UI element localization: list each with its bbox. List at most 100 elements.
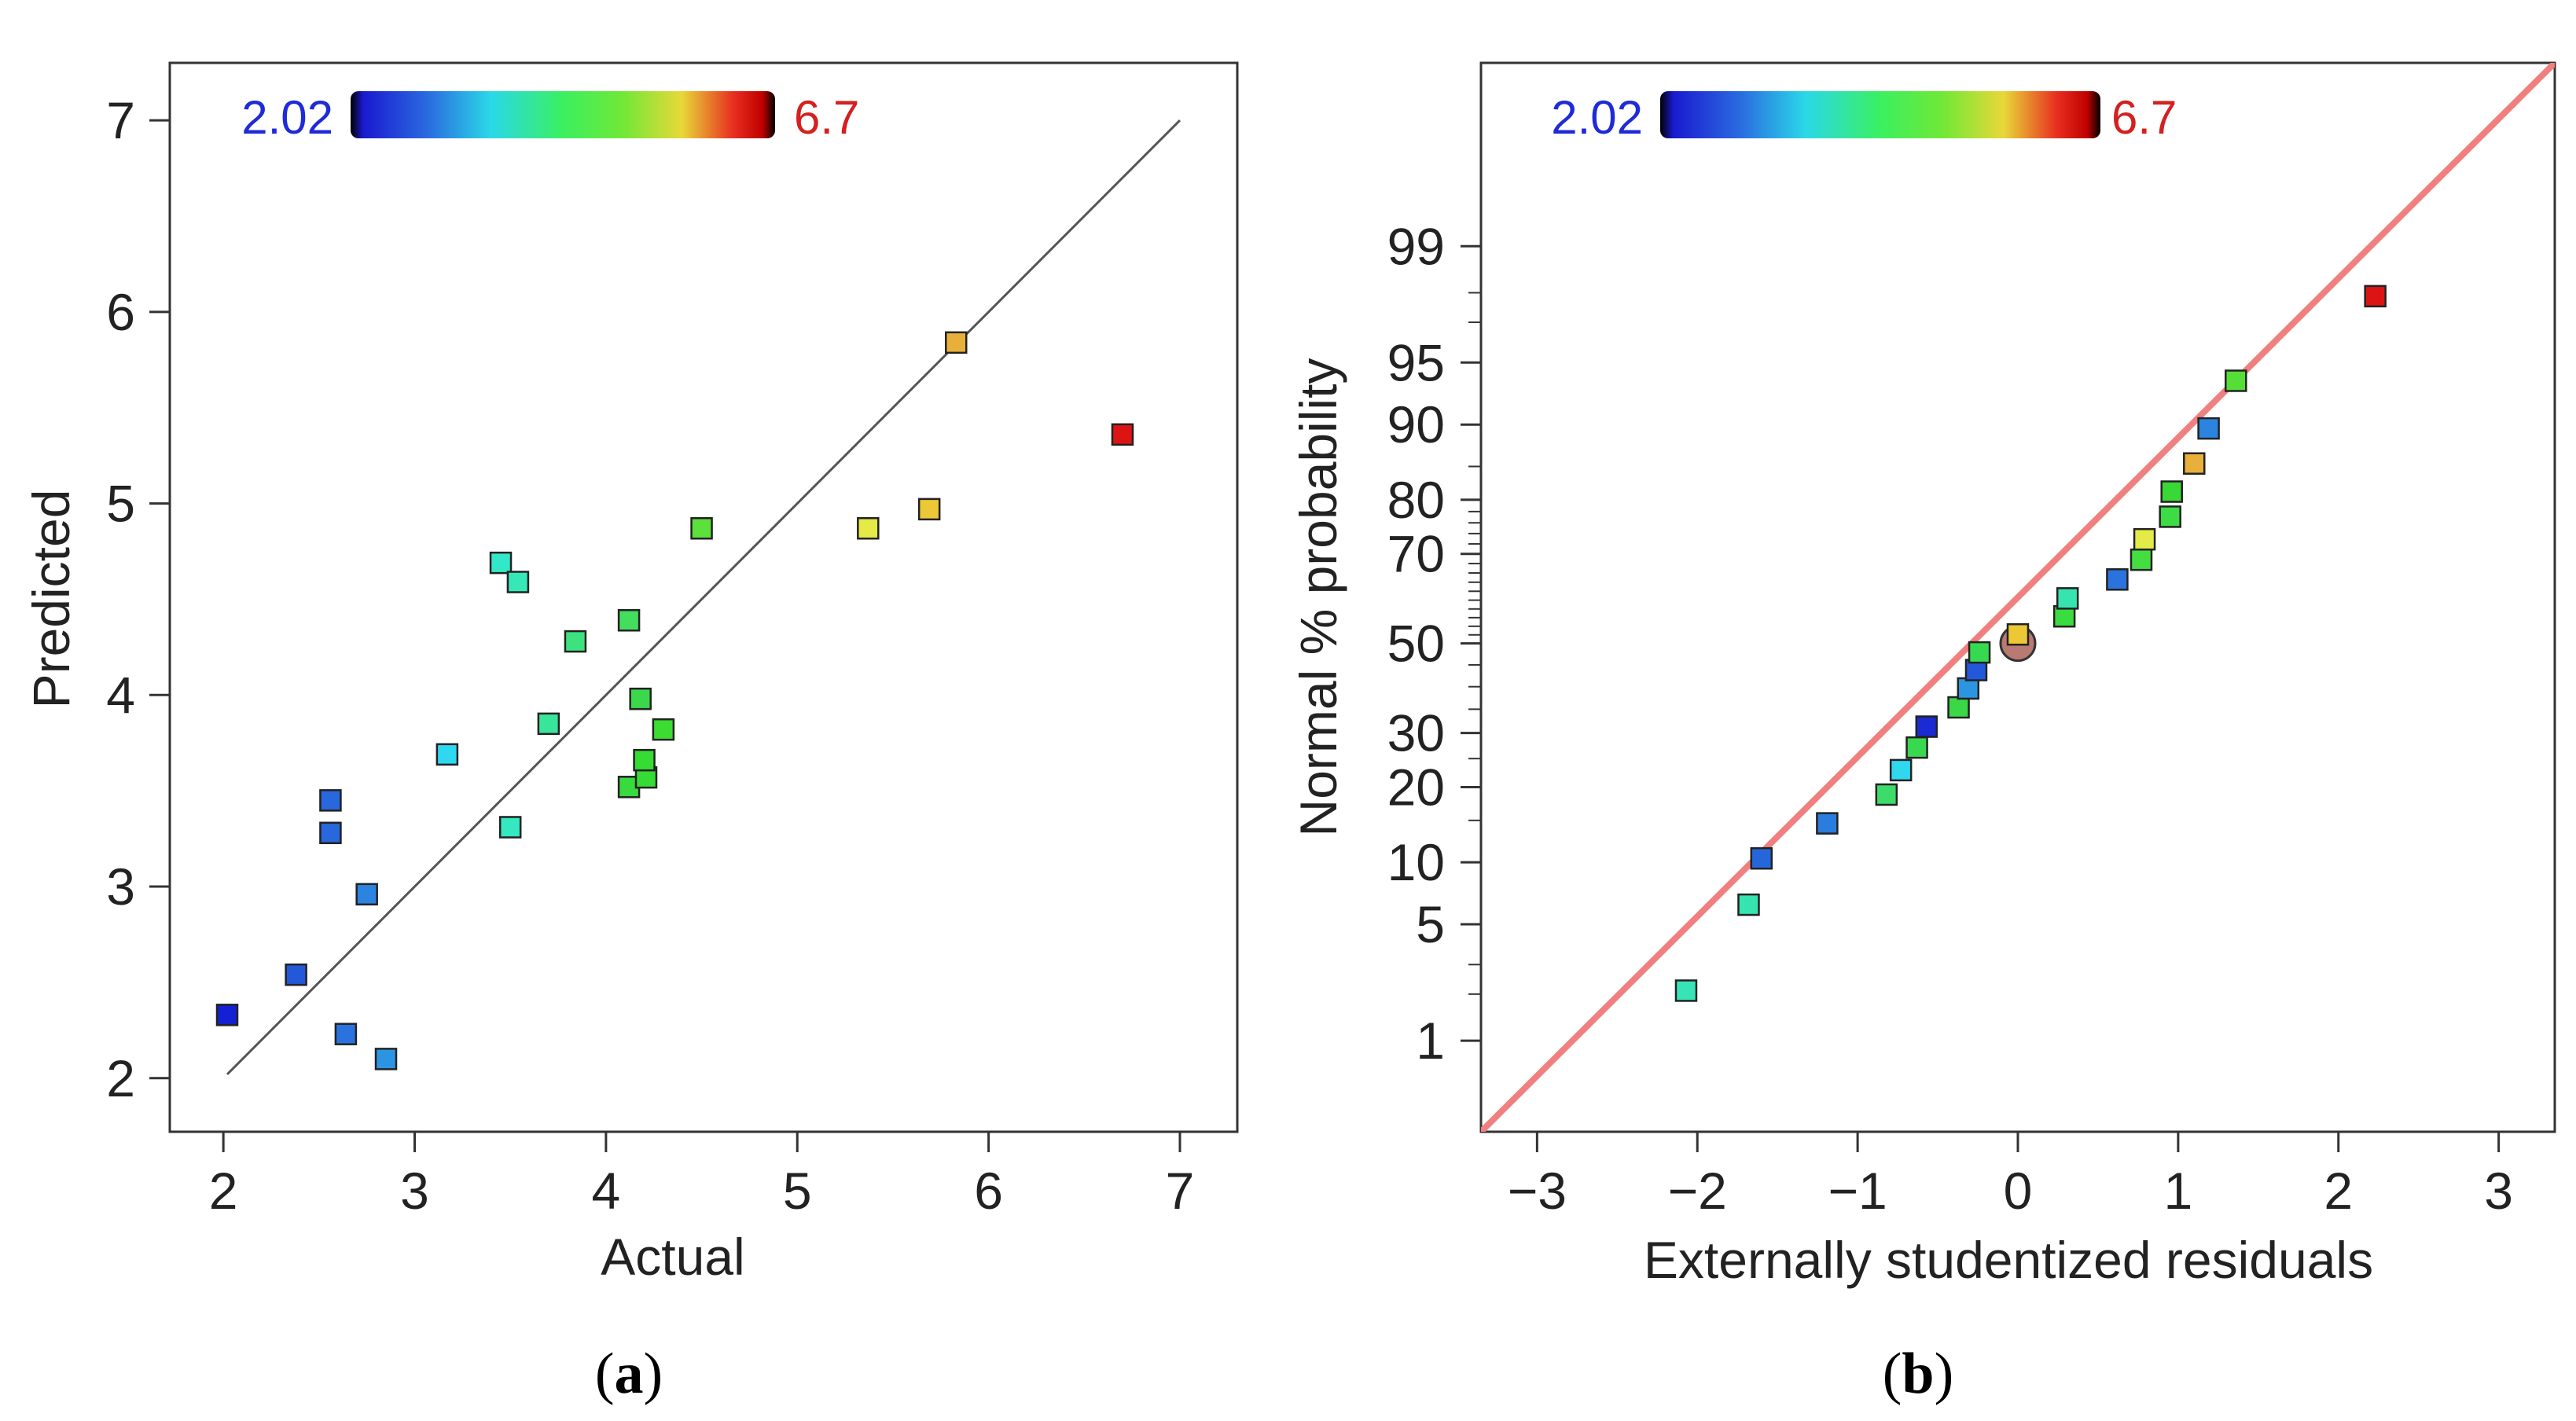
y-ticks-a: 2 3 4 5 6 7 [106, 91, 170, 1107]
data-point-b [2106, 568, 2129, 591]
y-axis-title-b: Normal % probability [1289, 358, 1347, 837]
reference-line-b [1481, 63, 2555, 1132]
x-ticks-b: −3 −2 −1 0 1 2 3 [1508, 1132, 2513, 1220]
y-tick-label-a: 4 [106, 666, 135, 724]
data-point-b [2225, 369, 2247, 392]
data-point-a [489, 551, 513, 575]
x-tick-label-a: 3 [400, 1162, 429, 1220]
data-point-a [690, 517, 713, 540]
data-point-b [1875, 783, 1898, 806]
y-tick-label-a: 6 [106, 283, 135, 341]
data-point-a [629, 687, 652, 710]
data-point-a [1111, 423, 1134, 446]
data-point-b [1905, 736, 1928, 759]
y-tick-label-a: 7 [106, 91, 135, 149]
data-points-a [215, 331, 1134, 1070]
x-tick-label-a: 6 [974, 1162, 1003, 1220]
data-point-b [2197, 417, 2220, 440]
y-tick-label-b: 70 [1387, 525, 1445, 583]
data-point-a [334, 1023, 358, 1045]
y-tick-label-b: 80 [1387, 471, 1445, 529]
y-axis-title-a: Predicted [22, 490, 80, 709]
colorbar-max-label-b: 6.7 [2111, 91, 2177, 144]
data-point-a [498, 816, 522, 839]
y-tick-label-a: 2 [106, 1049, 135, 1107]
x-axis-title-a: Actual [601, 1228, 744, 1286]
panel-label-b: (b) [1883, 1342, 1953, 1406]
data-point-a [506, 571, 530, 593]
data-point-a [285, 963, 307, 986]
reference-line-a [226, 119, 1181, 1075]
data-point-a [944, 331, 968, 354]
colorbar-a: 2.02 6.7 [241, 91, 859, 144]
x-tick-label-b: −2 [1668, 1162, 1727, 1220]
data-point-b [2160, 480, 2183, 503]
colorbar-min-label-b: 2.02 [1551, 91, 1643, 144]
data-point-a [564, 630, 587, 653]
data-point-b [1915, 715, 1938, 738]
data-point-a [355, 883, 378, 906]
data-point-b [1737, 893, 1760, 916]
colorbar-min-label-a: 2.02 [241, 91, 333, 144]
x-tick-label-b: 3 [2484, 1162, 2513, 1220]
data-point-b [2130, 548, 2153, 571]
data-point-a [215, 1004, 239, 1026]
data-point-a [537, 712, 560, 736]
panel-label-a: (a) [595, 1342, 663, 1406]
y-tick-label-b: 1 [1416, 1012, 1445, 1070]
data-point-b [1947, 696, 1970, 719]
y-tick-label-b: 95 [1387, 333, 1445, 391]
y-tick-label-a: 5 [106, 475, 135, 533]
x-tick-label-b: 2 [2324, 1162, 2353, 1220]
colorbar-gradient-a [351, 91, 775, 138]
data-point-b [2133, 527, 2156, 551]
data-points-b [1674, 285, 2387, 1002]
x-tick-label-b: −3 [1508, 1162, 1567, 1220]
x-tick-label-a: 7 [1166, 1162, 1195, 1220]
x-ticks-a: 2 3 4 5 6 7 [209, 1132, 1195, 1220]
data-point-b [2056, 587, 2079, 610]
data-point-b [1750, 846, 1773, 870]
x-tick-label-a: 4 [592, 1162, 621, 1220]
y-tick-label-b: 99 [1387, 217, 1445, 275]
data-point-b [1957, 677, 1980, 700]
y-tick-label-b: 50 [1387, 615, 1445, 673]
y-tick-label-b: 5 [1416, 895, 1445, 953]
colorbar-b: 2.02 6.7 [1551, 91, 2177, 144]
data-point-a [652, 718, 675, 741]
data-point-a [617, 608, 641, 632]
data-point-b [2006, 622, 2030, 646]
y-tick-label-b: 90 [1387, 395, 1445, 453]
colorbar-max-label-a: 6.7 [794, 91, 859, 144]
data-point-b [1889, 758, 1913, 782]
x-tick-label-a: 5 [783, 1162, 812, 1220]
data-point-b [2183, 452, 2206, 475]
data-point-b [2159, 505, 2181, 528]
x-tick-label-b: 1 [2164, 1162, 2193, 1220]
data-point-a [374, 1048, 398, 1070]
x-axis-title-b: Externally studentized residuals [1644, 1231, 2373, 1289]
x-tick-label-a: 2 [209, 1162, 238, 1220]
data-point-a [633, 748, 656, 772]
data-point-b [1968, 641, 1991, 664]
y-tick-label-b: 10 [1387, 833, 1445, 891]
data-point-b [2364, 285, 2387, 308]
data-point-a [319, 789, 342, 812]
x-tick-label-b: 0 [2004, 1162, 2033, 1220]
data-point-a [435, 743, 459, 766]
y-tick-label-b: 20 [1387, 758, 1445, 817]
y-tick-label-a: 3 [106, 857, 135, 916]
data-point-a [857, 517, 880, 540]
y-minor-ticks-b [1468, 292, 1481, 995]
colorbar-gradient-b [1660, 91, 2100, 138]
data-point-b [1674, 979, 1698, 1002]
x-tick-label-b: −1 [1828, 1162, 1887, 1220]
data-point-a [917, 498, 941, 521]
data-point-b [1816, 812, 1839, 835]
y-tick-label-b: 30 [1387, 704, 1445, 762]
data-point-a [319, 821, 342, 845]
